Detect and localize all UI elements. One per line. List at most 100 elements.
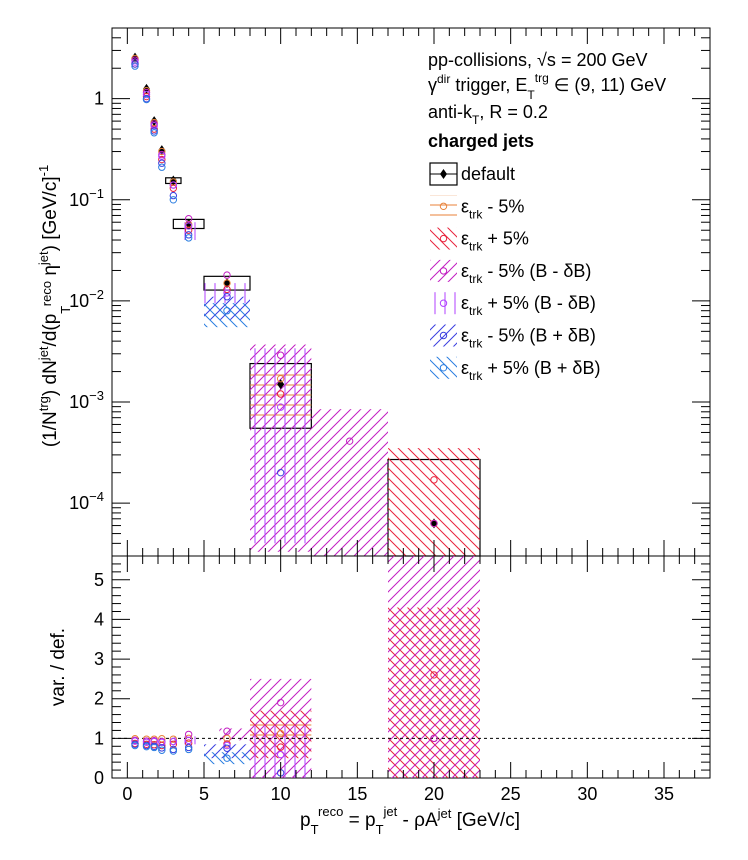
ratio-box	[204, 752, 250, 765]
variation-point	[223, 289, 231, 297]
variation-point	[169, 196, 178, 204]
uncertainty-box	[176, 222, 204, 241]
ratio-point	[184, 736, 193, 745]
x-tick-label: 30	[577, 784, 597, 804]
variation-point	[276, 390, 285, 398]
ratio-y-tick-label: 5	[94, 570, 104, 590]
variation-point	[430, 519, 438, 528]
variation-point	[131, 62, 139, 70]
ratio-point	[150, 743, 158, 752]
main-data-points	[131, 52, 438, 529]
ratio-point	[184, 745, 193, 754]
ratio-y-tick-label: 3	[94, 649, 104, 669]
annotation-algorithm: anti-kT, R = 0.2	[428, 102, 548, 127]
ratio-box	[388, 556, 480, 778]
default-point	[131, 52, 139, 63]
legend-swatch-hatch	[430, 292, 457, 315]
variation-point	[184, 222, 193, 230]
ratio-point	[131, 741, 139, 750]
variation-point	[276, 468, 285, 477]
ratio-point	[169, 737, 178, 746]
ratio-point	[223, 754, 231, 762]
variation-point	[223, 293, 231, 301]
variation-point	[158, 147, 166, 156]
x-tick-label: 5	[199, 784, 209, 804]
x-tick-label: 25	[501, 784, 521, 804]
ratio-point	[276, 729, 285, 738]
legend-swatch-hatch	[430, 195, 457, 218]
ratio-point	[223, 727, 231, 735]
variation-point	[150, 127, 158, 135]
legend-swatch-marker	[439, 331, 448, 340]
ratio-point	[169, 735, 178, 743]
variation-point	[223, 285, 231, 294]
y-tick-label: 10−1	[69, 186, 104, 210]
legend-label: εtrk + 5%	[461, 229, 529, 254]
annotation-jets: charged jets	[428, 131, 534, 151]
ratio-point	[223, 734, 231, 743]
default-point	[169, 175, 177, 186]
legend-swatch-marker	[439, 234, 448, 243]
ratio-y-tick-label: 1	[94, 728, 104, 748]
y-tick-label: 10−3	[69, 388, 104, 412]
annotation-collisions: pp-collisions, √s = 200 GeV	[428, 50, 648, 70]
variation-point	[142, 92, 151, 101]
variation-point	[142, 90, 151, 99]
ratio-y-tick-label: 0	[94, 768, 104, 788]
main-plot-frame: 1 10−1 10−2 10−3 10−4	[69, 27, 711, 557]
ratio-point	[276, 698, 285, 707]
variation-point	[169, 191, 178, 200]
legend-swatch-hatch	[430, 259, 457, 282]
ratio-point	[142, 738, 151, 747]
ratio-point	[158, 741, 166, 750]
uncertainty-box	[204, 303, 250, 328]
y-tick-label: 10−4	[69, 489, 104, 513]
legend-swatch-hatch	[430, 324, 457, 347]
variation-point	[142, 86, 151, 95]
variation-point	[184, 215, 193, 223]
x-tick-label: 0	[122, 784, 132, 804]
ratio-data-points	[131, 671, 438, 777]
variation-point	[184, 234, 193, 242]
legend-swatch-marker	[439, 299, 448, 307]
variation-point	[158, 152, 166, 160]
legend-swatch-marker	[439, 364, 448, 372]
ratio-point	[276, 743, 285, 751]
ratio-y-ticks: 0 1 2 3 4 5	[94, 563, 710, 788]
ratio-point	[223, 744, 231, 752]
variation-point	[158, 155, 166, 164]
legend-label: default	[461, 164, 515, 184]
legend-label: εtrk - 5%	[461, 196, 524, 221]
ratio-point	[184, 734, 193, 743]
x-tick-label: 35	[654, 784, 674, 804]
legend-label: εtrk + 5% (B + δB)	[461, 358, 600, 383]
ratio-point	[184, 743, 193, 752]
variation-point	[150, 129, 158, 137]
variation-point	[345, 437, 354, 445]
variation-point	[276, 403, 285, 411]
variation-point	[184, 226, 193, 234]
variation-point	[430, 476, 438, 484]
axis-labels: var. / def. (1/Ntrg) dNjet/d(pTreco ηjet)…	[36, 165, 520, 837]
ratio-point	[430, 671, 438, 679]
legend-label: εtrk - 5% (B - δB)	[461, 261, 591, 286]
variation-point	[276, 375, 285, 383]
uncertainty-box	[250, 348, 312, 544]
y-tick-label: 10−2	[69, 287, 104, 311]
uncertainty-box	[311, 409, 388, 556]
x-tick-label: 10	[271, 784, 291, 804]
ratio-uncertainty-boxes	[173, 556, 480, 778]
annotation-trigger: γdir trigger, ETtrg ∈ (9, 11) GeV	[428, 71, 666, 102]
ratio-point	[158, 744, 166, 752]
variation-point	[131, 60, 139, 68]
legend-swatch-marker	[440, 169, 447, 179]
variation-point	[184, 231, 193, 239]
ratio-point	[158, 738, 166, 747]
variation-point	[276, 351, 285, 359]
variation-point	[131, 58, 139, 66]
ratio-point	[169, 747, 178, 755]
legend-label: εtrk + 5% (B - δB)	[461, 293, 596, 318]
variation-point	[169, 181, 178, 189]
variation-point	[131, 56, 139, 64]
